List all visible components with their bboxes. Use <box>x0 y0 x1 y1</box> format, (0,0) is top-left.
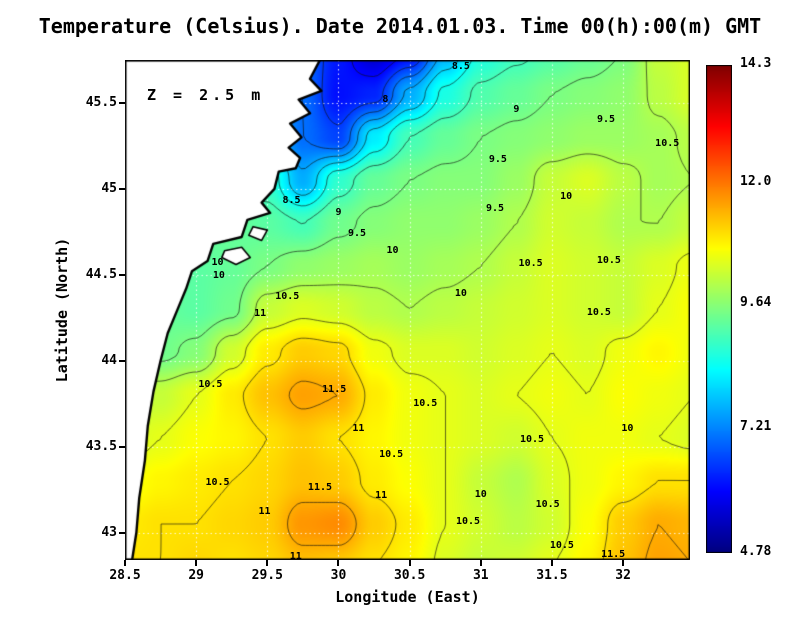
contour-label: 8 <box>382 93 389 105</box>
y-tick-label: 43.5 <box>85 438 117 454</box>
colorbar: 14.3 12.0 9.64 7.21 4.78 <box>706 56 800 559</box>
y-axis-label: Latitude (North) <box>53 237 71 383</box>
x-tick-mark <box>622 560 625 566</box>
contour-label: 10.5 <box>205 476 230 488</box>
contour-label: 9.5 <box>597 114 616 126</box>
contour-label: 9 <box>335 206 342 218</box>
x-tick-label: 29 <box>188 568 204 583</box>
colorbar-gradient-canvas <box>706 65 732 553</box>
y-tick-label: 44 <box>101 352 117 368</box>
y-tick-mark <box>119 101 125 104</box>
contour-label: 10.5 <box>586 306 611 318</box>
contour-label: 10.5 <box>535 499 560 511</box>
x-tick-mark <box>408 560 411 566</box>
contour-label: 10.5 <box>549 540 574 552</box>
x-axis-label: Longitude (East) <box>335 588 480 606</box>
plot-area: Z = 2.5 m 8.5 8 9 9.5 10.5 9.5 8.5 9 9.5 10 9.5 10 1… <box>86 60 690 583</box>
contour-label: 10.5 <box>455 516 481 528</box>
y-tick-label: 45.5 <box>85 94 117 110</box>
contour-label: 11 <box>289 550 302 562</box>
x-tick-label: 32 <box>615 568 631 583</box>
colorbar-tick-label: 4.78 <box>740 544 772 559</box>
contour-label: 10.5 <box>519 433 545 445</box>
y-tick-label: 43 <box>101 524 117 540</box>
contour-label: 10.5 <box>596 255 621 267</box>
x-tick-mark <box>266 560 269 566</box>
contour-label: 11 <box>352 423 365 435</box>
x-tick-label: 30.5 <box>393 568 426 583</box>
contour-label: 10 <box>621 423 634 435</box>
colorbar-tick-label: 12.0 <box>740 173 772 189</box>
contour-label: 10 <box>560 191 573 203</box>
x-tick-label: 31.5 <box>536 568 568 583</box>
contour-label: 9.5 <box>347 227 366 239</box>
contour-label: 9.5 <box>488 153 507 165</box>
contour-label: 11 <box>375 490 388 502</box>
contour-label: 10 <box>454 287 467 299</box>
y-tick-mark <box>119 531 125 534</box>
contour-label: 10 <box>212 270 225 282</box>
contour-label: 10.5 <box>275 291 300 303</box>
contour-label: 9.5 <box>485 203 505 215</box>
x-tick-mark <box>124 560 126 566</box>
temperature-heatmap-canvas <box>125 60 690 560</box>
contour-label: 9 <box>513 103 520 115</box>
contour-label: 10.5 <box>413 397 438 409</box>
x-tick-mark <box>479 560 482 566</box>
y-tick-mark <box>119 445 125 448</box>
x-tick-label: 29.5 <box>251 568 283 583</box>
x-tick-mark <box>195 560 198 566</box>
y-tick-label: 45 <box>101 180 117 196</box>
y-tick-mark <box>119 359 125 362</box>
contour-label: 8.5 <box>282 194 301 206</box>
x-tick-mark <box>550 560 553 566</box>
colorbar-tick-label: 14.3 <box>740 56 772 71</box>
x-tick-label: 31 <box>472 568 489 583</box>
colorbar-tick-label: 9.64 <box>740 294 772 310</box>
contour-label: 10 <box>211 256 224 268</box>
y-tick-mark <box>119 187 125 190</box>
contour-label: 11.5 <box>601 548 626 560</box>
contour-label: 11 <box>254 308 267 320</box>
contour-label: 11.5 <box>307 481 333 493</box>
x-tick-label: 28.5 <box>109 568 141 583</box>
contour-label: 10.5 <box>379 449 404 461</box>
contour-label: 10.5 <box>198 378 223 390</box>
contour-label: 10 <box>474 488 487 500</box>
contour-label: 11 <box>258 505 271 517</box>
contour-label: 8.5 <box>451 60 470 72</box>
contour-label: 10.5 <box>655 138 680 150</box>
contour-label: 10.5 <box>518 258 543 270</box>
y-tick-mark <box>119 273 125 276</box>
x-tick-label: 30 <box>330 568 347 583</box>
contour-label: 10 <box>386 244 399 256</box>
colorbar-tick-label: 7.21 <box>740 419 772 435</box>
depth-annotation: Z = 2.5 m <box>147 86 265 104</box>
y-tick-label: 44.5 <box>85 266 117 282</box>
x-tick-mark <box>337 560 340 566</box>
contour-label: 11.5 <box>322 383 347 395</box>
figure-title: Temperature (Celsius). Date 2014.01.03. … <box>38 14 762 38</box>
